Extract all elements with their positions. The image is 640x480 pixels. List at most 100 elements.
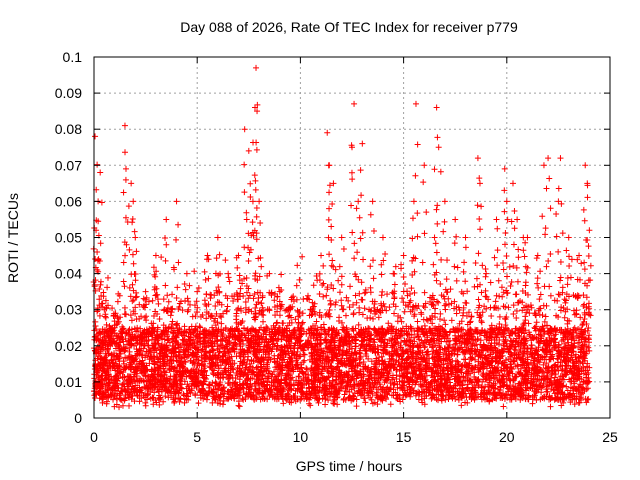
data-point: [184, 381, 191, 388]
data-point: [545, 258, 552, 265]
data-point: [415, 396, 422, 403]
data-point: [160, 398, 167, 405]
data-point: [408, 285, 415, 292]
data-point: [242, 299, 249, 306]
data-point: [500, 403, 507, 410]
data-point: [564, 317, 571, 324]
data-point: [533, 396, 540, 403]
data-point: [329, 257, 336, 264]
data-point: [158, 254, 165, 261]
data-point: [353, 403, 360, 410]
data-point: [502, 391, 509, 398]
data-point: [280, 400, 287, 407]
data-point: [442, 321, 449, 328]
data-point: [496, 313, 503, 320]
data-point: [477, 313, 484, 320]
data-point: [454, 264, 461, 271]
data-point: [442, 306, 449, 313]
data-point: [492, 298, 499, 305]
data-point: [160, 307, 167, 314]
data-point: [392, 263, 399, 270]
data-point: [323, 292, 330, 299]
data-point: [320, 321, 327, 328]
data-point: [467, 318, 474, 325]
data-point: [133, 293, 140, 300]
data-point: [313, 318, 320, 325]
data-point: [540, 302, 547, 309]
data-point: [401, 308, 408, 315]
data-point: [167, 312, 174, 319]
data-point: [477, 337, 484, 344]
data-point: [92, 318, 99, 325]
data-point: [164, 292, 171, 299]
data-point: [499, 293, 506, 300]
data-point: [278, 271, 285, 278]
data-point: [453, 310, 460, 317]
data-point: [362, 399, 369, 406]
data-point: [464, 399, 471, 406]
data-point: [376, 354, 383, 361]
data-point: [561, 314, 568, 321]
data-point: [488, 313, 495, 320]
data-point: [534, 275, 541, 282]
data-point: [114, 298, 121, 305]
data-point: [169, 305, 176, 312]
data-point: [136, 398, 143, 405]
data-point: [561, 296, 568, 303]
y-axis-label: ROTI / TECUs: [5, 193, 21, 283]
data-point: [515, 254, 522, 261]
data-point: [264, 365, 271, 372]
data-point: [251, 291, 258, 298]
data-point: [491, 304, 498, 311]
data-point: [342, 312, 349, 319]
data-point: [343, 294, 350, 301]
data-point: [371, 304, 378, 311]
data-point: [359, 296, 366, 303]
data-point: [529, 400, 536, 407]
data-point: [149, 297, 156, 304]
data-point: [560, 399, 567, 406]
data-point: [119, 402, 126, 409]
data-point: [314, 326, 321, 333]
data-point: [165, 298, 172, 305]
data-point: [246, 292, 253, 299]
data-point: [559, 284, 566, 291]
data-point: [128, 317, 135, 324]
data-point: [361, 305, 368, 312]
data-point: [411, 327, 418, 334]
data-point: [336, 314, 343, 321]
data-point: [355, 321, 362, 328]
data-point: [179, 307, 186, 314]
data-point: [563, 383, 570, 390]
data-point: [447, 286, 454, 293]
data-point: [215, 284, 222, 291]
data-point: [209, 399, 216, 406]
data-point: [475, 296, 482, 303]
data-point: [310, 282, 317, 289]
data-point: [117, 396, 124, 403]
data-point: [181, 323, 188, 330]
data-point: [126, 402, 133, 409]
data-point: [103, 321, 110, 328]
data-point: [201, 268, 208, 275]
data-point: [315, 399, 322, 406]
data-point: [513, 314, 520, 321]
data-point: [506, 263, 513, 270]
data-point: [537, 291, 544, 298]
data-point: [378, 292, 385, 299]
data-point: [104, 284, 111, 291]
data-point: [482, 293, 489, 300]
data-point: [420, 316, 427, 323]
data-point: [528, 304, 535, 311]
data-point: [99, 399, 106, 406]
data-point: [521, 351, 528, 358]
data-point: [258, 300, 265, 307]
data-point: [458, 402, 465, 409]
data-point: [153, 268, 160, 275]
data-point: [236, 403, 243, 410]
data-point: [415, 334, 422, 341]
data-point: [581, 309, 588, 316]
data-point: [456, 385, 463, 392]
data-point: [527, 302, 534, 309]
